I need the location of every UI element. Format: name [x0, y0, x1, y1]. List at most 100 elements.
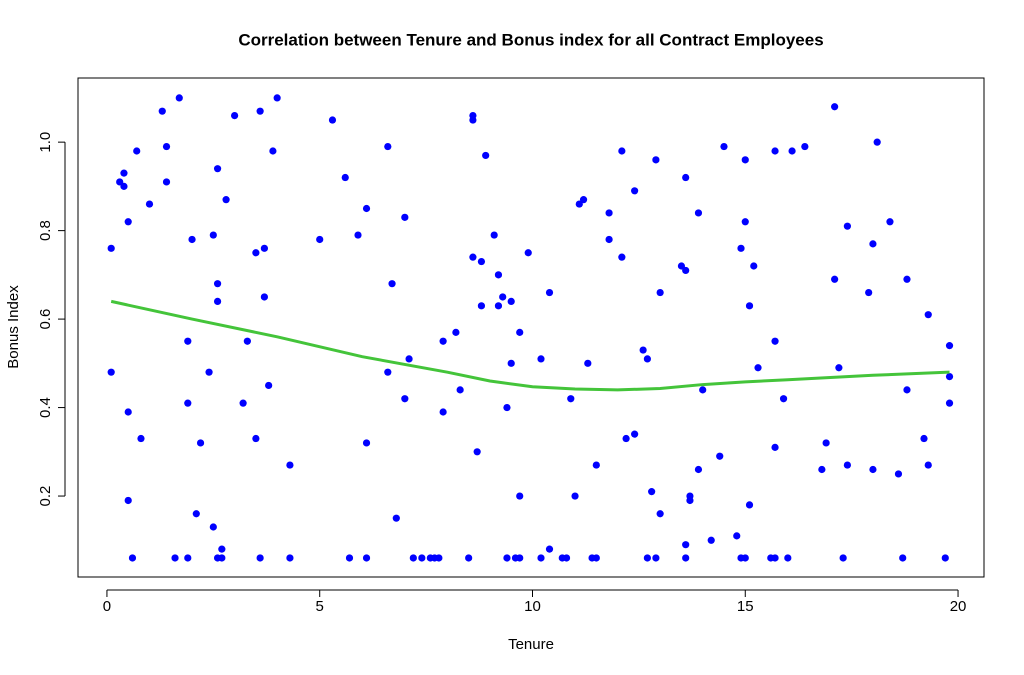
- data-point: [771, 443, 779, 451]
- data-point: [273, 94, 281, 102]
- data-point: [162, 142, 171, 151]
- data-point: [741, 554, 749, 562]
- data-point: [499, 293, 507, 301]
- data-point: [707, 536, 715, 544]
- y-tick-label: 1.0: [37, 132, 54, 153]
- data-point: [503, 403, 511, 412]
- data-point: [579, 196, 588, 204]
- data-point: [384, 368, 392, 376]
- data-point: [362, 554, 371, 562]
- data-point: [392, 514, 400, 522]
- data-point: [648, 488, 656, 496]
- data-point: [175, 94, 183, 102]
- data-point: [537, 554, 545, 562]
- data-point: [869, 240, 877, 248]
- data-point: [494, 271, 503, 279]
- data-point: [656, 510, 664, 518]
- data-point: [477, 257, 486, 266]
- data-point: [801, 142, 809, 151]
- data-point: [631, 430, 639, 438]
- data-point: [158, 107, 166, 115]
- data-point: [362, 204, 371, 213]
- data-point: [652, 156, 660, 164]
- data-point: [516, 554, 524, 562]
- data-point: [733, 532, 741, 540]
- data-point: [694, 209, 703, 217]
- data-point: [771, 147, 779, 155]
- data-point: [771, 554, 779, 562]
- data-point: [524, 249, 532, 257]
- data-point: [243, 337, 251, 345]
- data-point: [839, 554, 847, 562]
- data-point: [754, 364, 762, 372]
- data-point: [503, 554, 511, 562]
- data-point: [788, 147, 796, 155]
- y-axis-label: Bonus Index: [5, 285, 22, 369]
- data-point: [213, 297, 222, 305]
- data-point: [465, 554, 473, 562]
- data-point: [682, 266, 690, 275]
- data-point: [941, 554, 949, 562]
- data-point: [231, 112, 239, 120]
- data-point: [843, 222, 851, 230]
- data-point: [835, 364, 843, 372]
- data-point: [605, 209, 613, 217]
- data-point: [341, 173, 349, 182]
- data-point: [209, 523, 217, 531]
- data-point: [260, 244, 268, 252]
- data-point: [886, 218, 894, 226]
- data-point: [567, 395, 575, 403]
- data-point: [316, 235, 324, 244]
- data-point: [388, 280, 396, 288]
- data-point: [516, 328, 524, 336]
- plot-frame: [77, 77, 985, 578]
- data-point: [124, 408, 132, 416]
- data-point: [265, 381, 273, 390]
- data-point: [741, 156, 749, 164]
- data-point: [213, 165, 222, 173]
- data-point: [482, 151, 490, 160]
- data-point: [903, 386, 911, 394]
- data-point: [741, 218, 749, 226]
- data-point: [831, 103, 839, 111]
- y-tick-label: 0.2: [37, 486, 54, 507]
- data-point: [260, 293, 268, 301]
- data-point: [184, 554, 192, 562]
- data-point: [894, 470, 903, 478]
- data-point: [252, 434, 260, 443]
- data-point: [737, 244, 745, 252]
- data-point: [439, 337, 447, 345]
- data-point: [286, 461, 294, 469]
- data-point: [328, 116, 337, 124]
- data-point: [473, 448, 481, 456]
- data-point: [656, 288, 664, 297]
- data-point: [192, 510, 200, 518]
- data-point: [584, 359, 592, 367]
- data-point: [362, 439, 371, 447]
- data-point: [545, 545, 554, 553]
- data-point: [605, 235, 613, 244]
- data-point: [771, 337, 779, 345]
- data-point: [592, 554, 600, 562]
- data-point: [184, 337, 192, 345]
- data-point: [592, 461, 600, 469]
- data-point: [631, 187, 639, 195]
- data-point: [128, 554, 137, 562]
- data-point: [682, 554, 690, 562]
- x-tick-label: 0: [103, 598, 111, 615]
- data-point: [209, 231, 217, 239]
- data-point: [920, 434, 928, 443]
- data-point: [924, 461, 932, 469]
- data-point: [384, 142, 392, 151]
- data-point: [409, 554, 417, 562]
- data-point: [252, 249, 260, 257]
- data-point: [256, 107, 264, 115]
- data-point: [218, 545, 226, 553]
- data-point: [256, 554, 264, 562]
- data-point: [899, 554, 907, 562]
- data-point: [401, 395, 409, 403]
- data-point: [439, 408, 447, 416]
- data-point: [865, 288, 873, 297]
- data-point: [822, 439, 830, 447]
- data-point: [469, 253, 477, 261]
